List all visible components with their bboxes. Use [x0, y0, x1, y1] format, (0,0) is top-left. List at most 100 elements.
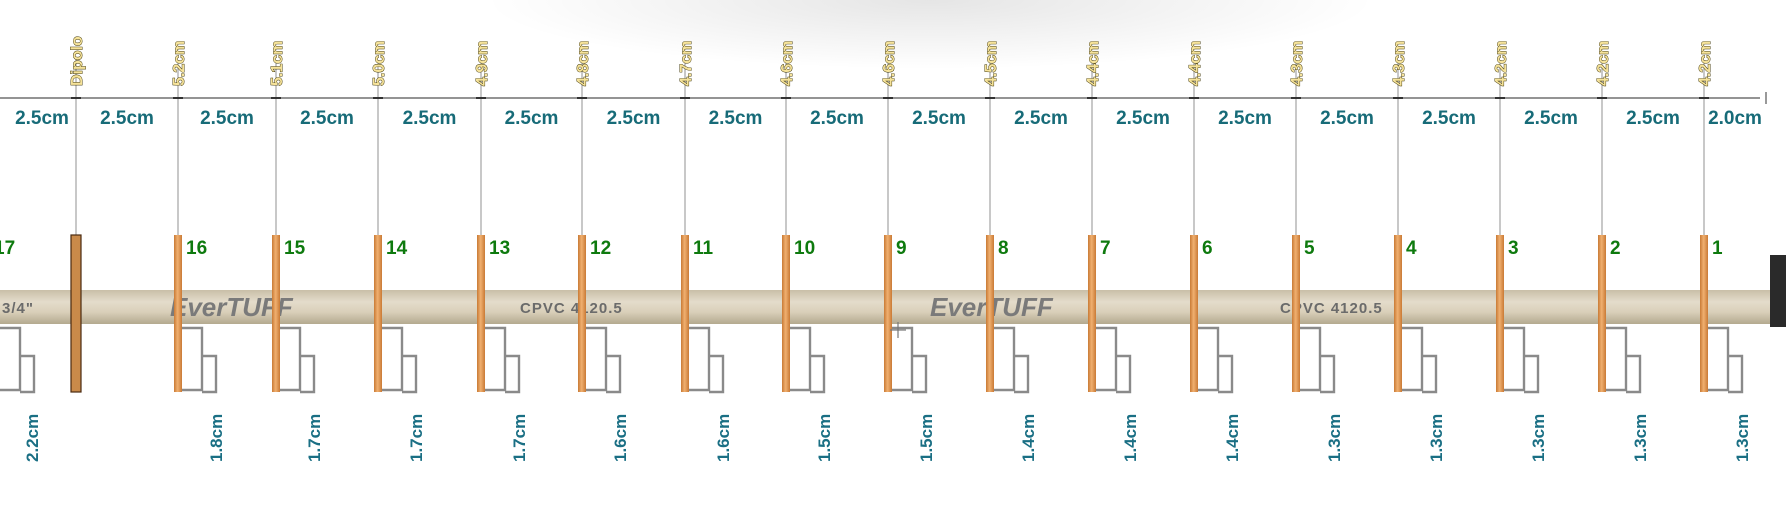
spacing-label: 2.5cm [709, 108, 763, 129]
spacing-label: 2.5cm [1218, 108, 1272, 129]
gap-label: 1.6cm [611, 414, 630, 462]
gap-bracket [1502, 326, 1540, 394]
gap-brackets [0, 326, 1744, 394]
element-number: 16 [186, 238, 207, 259]
element-length-label: 4.7cm [678, 41, 695, 86]
element-length-label: 4.5cm [983, 41, 1000, 86]
gap-bracket [687, 326, 725, 394]
boom-tube [0, 290, 1786, 324]
gap-label: 1.7cm [510, 414, 529, 462]
spacing-label: 2.5cm [403, 108, 457, 129]
dipole-label: Dipolo [69, 36, 86, 86]
element-number: 9 [896, 238, 907, 259]
element-length-label: 4.6cm [779, 41, 796, 86]
gap-bracket [584, 326, 622, 394]
gap-label: 1.4cm [1019, 414, 1038, 462]
element-rod [1088, 235, 1096, 392]
spacing-label: 2.5cm [1014, 108, 1068, 129]
spacing-label: 2.5cm [100, 108, 154, 129]
spacing-label: 2.5cm [1116, 108, 1170, 129]
spacing-label: 2.5cm [1422, 108, 1476, 129]
gap-label: 1.5cm [917, 414, 936, 462]
spacing-label: 2.5cm [15, 108, 69, 129]
gap-label: 1.8cm [207, 414, 226, 462]
element-length-label: 4.2cm [1595, 41, 1612, 86]
tube-size-text: 3/4" [2, 300, 34, 317]
gap-bracket [788, 326, 826, 394]
element-rod [1496, 235, 1504, 392]
gap-bracket [380, 326, 418, 394]
gap-label: 1.3cm [1733, 414, 1752, 462]
element-length-label: 5.1cm [269, 41, 286, 86]
gap-bracket [278, 326, 316, 394]
element-rod [374, 235, 382, 392]
element-rod [272, 235, 280, 392]
spacing-label: 2.5cm [607, 108, 661, 129]
element-rod [1292, 235, 1300, 392]
element-number: 10 [794, 238, 815, 259]
gap-bracket [483, 326, 521, 394]
gap-labels: 2.2cm 1.8cm 1.7cm 1.7cm 1.7cm 1.6cm 1.6cm 1.5cm… [23, 414, 1752, 462]
gap-bracket [890, 326, 928, 394]
element-number: 12 [590, 238, 611, 259]
guide-lines [71, 60, 1767, 235]
element-rod [477, 235, 485, 392]
gap-label: 1.4cm [1223, 414, 1242, 462]
gap-bracket [180, 326, 218, 394]
element-length-label: 5.2cm [171, 41, 188, 86]
element-length-label: 4.8cm [575, 41, 592, 86]
element-rod [782, 235, 790, 392]
gap-label: 1.3cm [1325, 414, 1344, 462]
element-rods [70, 234, 1708, 393]
gap-label: 2.2cm [23, 414, 42, 462]
element-length-label: 4.2cm [1493, 41, 1510, 86]
spacing-label: 2.5cm [1524, 108, 1578, 129]
element-length-label: 4.3cm [1391, 41, 1408, 86]
gap-label: 1.7cm [407, 414, 426, 462]
spacing-labels: 2.5cm 2.5cm 2.5cm 2.5cm 2.5cm 2.5cm 2.5cm 2.5cm… [15, 108, 1762, 129]
element-number: 15 [284, 238, 306, 259]
spacing-label: 2.5cm [200, 108, 254, 129]
gap-bracket [1604, 326, 1642, 394]
element-number: 1 [1712, 238, 1723, 259]
spacing-label: 2.5cm [1626, 108, 1680, 129]
element-number: 6 [1202, 238, 1213, 259]
gap-label: 1.6cm [714, 414, 733, 462]
gap-bracket [1094, 326, 1132, 394]
element-number: 5 [1304, 238, 1315, 259]
element-rod [681, 235, 689, 392]
element-rod [1394, 235, 1402, 392]
dipole-rod [70, 234, 82, 393]
tube-spec-text: CPVC 4120.5 [520, 300, 623, 317]
gap-label: 1.7cm [305, 414, 324, 462]
element-number: 11 [693, 238, 714, 259]
element-rod [1598, 235, 1606, 392]
element-rod [174, 235, 182, 392]
element-number: 8 [998, 238, 1009, 259]
length-labels: Dipolo 5.2cm 5.1cm 5.0cm 4.9cm 4.8cm 4.7cm 4.6c… [69, 36, 1715, 87]
element-length-label: 4.6cm [881, 41, 898, 86]
element-length-label: 5.0cm [371, 41, 388, 86]
element-length-label: 4.4cm [1085, 41, 1102, 86]
gap-bracket [1298, 326, 1336, 394]
tube-spec-text-2: CPVC 4120.5 [1280, 300, 1383, 317]
element-rod [1700, 235, 1708, 392]
gap-label: 1.5cm [815, 414, 834, 462]
gap-label: 1.4cm [1121, 414, 1140, 462]
spacing-label: 2.5cm [810, 108, 864, 129]
gap-bracket [1400, 326, 1438, 394]
element-number: 13 [489, 238, 510, 259]
element-length-label: 4.3cm [1289, 41, 1306, 86]
element-length-label: 4.2cm [1697, 41, 1714, 86]
element-number: 17 [0, 238, 15, 259]
element-number: 14 [386, 238, 408, 259]
gap-label: 1.3cm [1427, 414, 1446, 462]
element-numbers: 17 16 15 14 13 12 11 10 9 8 7 6 5 4 3 2 1 [0, 238, 1723, 259]
gap-label: 1.3cm [1631, 414, 1650, 462]
crosshair-cursor-icon [890, 322, 906, 338]
gap-bracket [992, 326, 1030, 394]
element-number: 2 [1610, 238, 1621, 259]
element-rod [578, 235, 586, 392]
element-length-label: 4.4cm [1187, 41, 1204, 86]
